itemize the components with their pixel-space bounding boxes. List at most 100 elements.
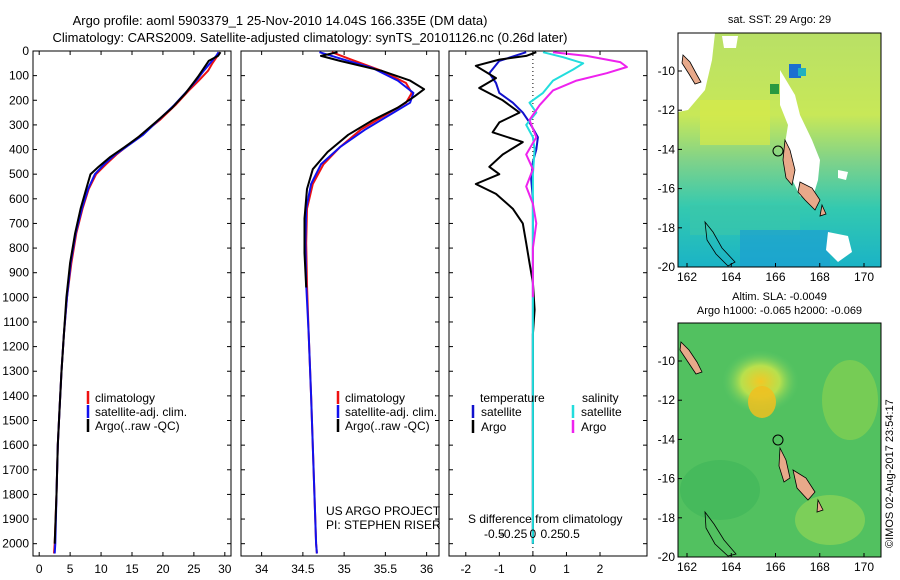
x-axes: 051015202530temperature (deg C)3434.5353… <box>36 51 625 580</box>
depth-tick-label: 500 <box>9 167 29 181</box>
sla-new-caledonia <box>704 510 737 557</box>
sla-green-lobe-east <box>822 360 878 440</box>
imos-timestamp: ©IMOS 02-Aug-2017 23:54:17 <box>884 399 896 548</box>
depth-tick-label: 1800 <box>2 487 29 501</box>
map-y-tick-label: -16 <box>658 182 676 196</box>
depth-tick-label: 900 <box>9 266 29 280</box>
x-tick-label: 36 <box>420 562 434 576</box>
legend-label-s-satellite: satellite <box>581 405 622 419</box>
salinity-series <box>303 51 426 554</box>
depth-tick-label: 100 <box>9 69 29 83</box>
temperature-legend: climatology satellite-adj. clim. Argo(..… <box>86 391 187 433</box>
difference-panel <box>448 50 648 557</box>
x-tick-label: -2 <box>460 562 471 576</box>
x-tick-label: 30 <box>218 562 232 576</box>
s-difference-tick-label: 0.5 <box>563 527 580 541</box>
depth-tick-label: 2000 <box>2 537 29 551</box>
pi-credit: PI: STEPHEN RISER <box>326 518 441 532</box>
series-line-s-satellite <box>525 51 585 544</box>
map-y-tick-label: -20 <box>658 260 676 274</box>
map-y-tick-label: -10 <box>658 64 676 78</box>
x-axis-label: T difference from climatology <box>471 578 625 580</box>
x-tick-label: 0 <box>36 562 43 576</box>
x-tick-label: 2 <box>597 562 604 576</box>
sst-teal-cell <box>798 68 806 76</box>
x-tick-label: 35.5 <box>374 562 398 576</box>
x-tick-label: -1 <box>494 562 505 576</box>
legend-label-satellite: satellite-adj. clim. <box>95 405 187 419</box>
project-credit: US ARGO PROJECT <box>326 504 441 518</box>
x-tick-label: 5 <box>67 562 74 576</box>
sla-argo-location <box>772 434 784 446</box>
depth-tick-label: 1900 <box>2 512 29 526</box>
sla-island-arc <box>778 446 824 513</box>
sla-yellow-core <box>748 386 776 418</box>
depth-tick-label: 1000 <box>2 290 29 304</box>
map-x-tick-label: 168 <box>810 560 830 574</box>
sst-deep-patch <box>740 230 830 267</box>
map-x-tick-label: 164 <box>721 270 741 284</box>
map-y-tick-label: -16 <box>658 472 676 486</box>
sst-island-north <box>681 54 702 85</box>
plot-title-line1: Argo profile: aoml 5903379_1 25-Nov-2010… <box>72 13 488 28</box>
legend-label-climatology: climatology <box>95 391 155 405</box>
map-y-tick-label: -12 <box>658 393 676 407</box>
plot-title-line2: Climatology: CARS2009. Satellite-adjuste… <box>52 30 568 45</box>
s-difference-tick-label: 0 <box>530 527 537 541</box>
map-x-tick-label: 166 <box>765 560 785 574</box>
sst-warm-patch <box>700 100 770 145</box>
map-x-tick-label: 168 <box>810 270 830 284</box>
series-line-argo-raw-qc- <box>303 51 426 288</box>
series-line-s-argo <box>525 51 628 298</box>
depth-tick-label: 0 <box>22 44 29 58</box>
depth-tick-label: 600 <box>9 192 29 206</box>
series-line-satellite-adj-clim- <box>304 51 415 554</box>
s-difference-tick-label: -0.5 <box>484 527 505 541</box>
s-difference-tick-label: -0.25 <box>500 527 528 541</box>
x-tick-label: 1 <box>563 562 570 576</box>
map-y-tick-label: -14 <box>658 432 676 446</box>
map-y-tick-label: -18 <box>658 511 676 525</box>
x-tick-label: 20 <box>156 562 170 576</box>
depth-tick-label: 800 <box>9 241 29 255</box>
x-tick-label: 34.5 <box>291 562 315 576</box>
s-difference-ticks: -0.5-0.25 0 0.25 0.5 <box>484 527 580 541</box>
depth-tick-label: 200 <box>9 93 29 107</box>
depth-tick-label: 1300 <box>2 364 29 378</box>
map-x-tick-label: 166 <box>765 270 785 284</box>
sla-island-north <box>679 341 703 375</box>
series-line-argo-raw-qc- <box>53 51 222 544</box>
x-tick-label: 34 <box>255 562 269 576</box>
map-x-tick-label: 162 <box>677 270 697 284</box>
x-tick-label: 0 <box>530 562 537 576</box>
sst-island-arc <box>782 138 827 217</box>
sla-map-title-line2: Argo h1000: -0.065 h2000: -0.069 <box>696 305 863 317</box>
map-y-tick-label: -14 <box>658 142 676 156</box>
depth-tick-label: 1700 <box>2 463 29 477</box>
salinity-panel <box>240 50 440 557</box>
legend-label-argo: Argo(..raw -QC) <box>95 419 180 433</box>
depth-tick-label: 1400 <box>2 389 29 403</box>
depth-tick-label: 1100 <box>3 315 29 329</box>
x-tick-label: 10 <box>94 562 108 576</box>
legend-label-t-satellite: satellite <box>481 405 522 419</box>
sla-map-axes: 162 164 166 168 170 -10 -12 -14 -16 -18 -20 <box>658 354 875 574</box>
map-x-tick-label: 162 <box>677 560 697 574</box>
map-x-tick-label: 170 <box>854 560 874 574</box>
salinity-legend: climatology satellite-adj. clim. Argo(..… <box>326 391 441 532</box>
difference-series <box>474 51 628 556</box>
difference-legend: temperature salinity satellite Argo sate… <box>471 391 622 434</box>
depth-tick-label: 1600 <box>2 438 29 452</box>
sla-light-patch <box>795 495 865 545</box>
map-x-tick-label: 164 <box>721 560 741 574</box>
map-y-tick-label: -12 <box>658 103 676 117</box>
x-axis-label: salinity <box>322 578 359 580</box>
depth-axis: 0 100 200 300 400 500 600 700 800 900 1000 1100 1200… <box>2 44 647 551</box>
x-tick-label: 15 <box>125 562 139 576</box>
sst-map-frame <box>677 32 882 268</box>
depth-tick-label: 300 <box>9 118 29 132</box>
legend-label-argo: Argo(..raw -QC) <box>345 419 430 433</box>
temperature-panel <box>32 50 232 557</box>
sst-map-axes: 162 164 166 168 170 -10 -12 -14 -16 -18 -20 <box>658 64 875 284</box>
